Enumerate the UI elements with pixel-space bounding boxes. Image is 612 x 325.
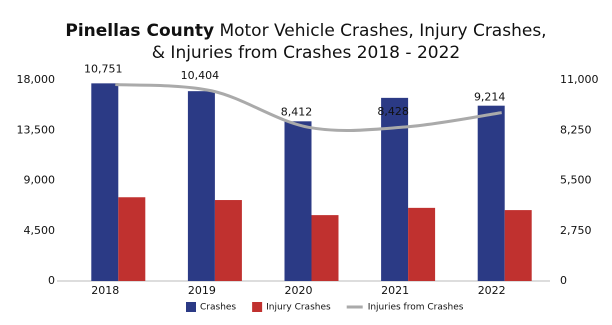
legend-label: Injuries from Crashes: [368, 303, 464, 313]
data-label: 10,751: [84, 63, 123, 76]
bar: [91, 83, 119, 281]
legend-label: Injury Crashes: [266, 303, 331, 313]
chart-title: & Injuries from Crashes 2018 - 2022: [152, 43, 460, 63]
y-tick-label: 0: [48, 274, 55, 287]
bar: [408, 207, 436, 281]
y-tick-label: 18,000: [17, 73, 56, 86]
y-tick-label: 13,500: [17, 123, 56, 136]
line: [115, 83, 502, 132]
x-tick-label: 2022: [478, 284, 506, 297]
x-tick-label: 2021: [381, 284, 409, 297]
x-tick-label: 2018: [91, 284, 119, 297]
bar: [311, 215, 339, 281]
bar: [477, 105, 505, 281]
y2-tick-label: 5,500: [560, 174, 592, 187]
bar: [381, 97, 409, 281]
bar: [504, 210, 532, 281]
x-tick-label: 2019: [188, 284, 216, 297]
legend-swatch: [252, 302, 263, 312]
bar: [284, 121, 312, 281]
data-label: 10,404: [181, 69, 220, 82]
x-tick-label: 2020: [285, 284, 313, 297]
bar: [187, 91, 215, 282]
data-label: 8,412: [281, 105, 313, 118]
chart-title: Motor Vehicle Crashes, Injury Crashes,: [219, 21, 546, 41]
legend-swatch: [186, 302, 196, 312]
bar: [214, 200, 242, 281]
bar: [118, 197, 146, 281]
y-tick-label: 4,500: [24, 224, 56, 237]
y-tick-label: 9,000: [24, 174, 56, 187]
chart-title-bold: Pinellas County: [65, 21, 214, 41]
data-label: 9,214: [474, 91, 506, 104]
data-label: 8,428: [377, 105, 409, 118]
y2-tick-label: 2,750: [560, 224, 592, 237]
chart-title-line: Pinellas County Motor Vehicle Crashes, I…: [65, 21, 546, 41]
legend-label: Crashes: [200, 303, 236, 313]
y2-tick-label: 8,250: [560, 123, 592, 136]
y2-tick-label: 0: [560, 274, 567, 287]
y2-tick-label: 11,000: [560, 73, 599, 86]
